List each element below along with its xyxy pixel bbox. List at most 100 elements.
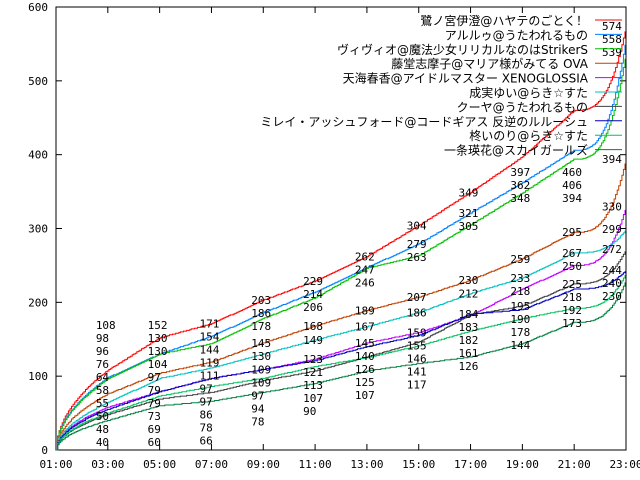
data-label: 78 bbox=[199, 422, 212, 435]
data-label: 558 bbox=[602, 33, 622, 46]
data-label: 189 bbox=[355, 305, 375, 318]
data-labels: 1089896766458555048401521301301049779797… bbox=[96, 20, 622, 449]
x-tick-label: 03:00 bbox=[91, 458, 124, 471]
data-label: 146 bbox=[407, 353, 427, 366]
data-label: 259 bbox=[510, 253, 530, 266]
data-label: 167 bbox=[355, 321, 375, 334]
data-label: 207 bbox=[407, 291, 427, 304]
data-label: 263 bbox=[407, 251, 427, 264]
legend-label: ミレイ・アッシュフォード@コードギアス 反逆のルルーシュ bbox=[260, 114, 588, 129]
data-label: 73 bbox=[148, 410, 161, 423]
data-label: 113 bbox=[303, 379, 323, 392]
x-tick-label: 07:00 bbox=[195, 458, 228, 471]
x-tick-label: 05:00 bbox=[143, 458, 176, 471]
y-tick-label: 0 bbox=[41, 444, 48, 457]
data-label: 97 bbox=[199, 383, 212, 396]
data-label: 295 bbox=[562, 226, 582, 239]
data-label: 107 bbox=[303, 392, 323, 405]
data-label: 230 bbox=[459, 274, 479, 287]
data-label: 195 bbox=[510, 300, 530, 313]
data-label: 98 bbox=[96, 332, 109, 345]
data-label: 203 bbox=[251, 294, 271, 307]
data-label: 126 bbox=[459, 360, 479, 373]
data-label: 144 bbox=[199, 344, 219, 357]
series-lines bbox=[56, 31, 626, 451]
data-label: 397 bbox=[510, 166, 530, 179]
data-label: 262 bbox=[355, 251, 375, 264]
data-label: 279 bbox=[407, 238, 427, 251]
x-tick-label: 17:00 bbox=[454, 458, 487, 471]
data-label: 230 bbox=[602, 290, 622, 303]
data-label: 141 bbox=[407, 366, 427, 379]
series-line bbox=[56, 163, 626, 451]
data-label: 130 bbox=[148, 332, 168, 345]
data-label: 86 bbox=[199, 409, 212, 422]
data-label: 272 bbox=[602, 243, 622, 256]
data-label: 78 bbox=[251, 416, 264, 429]
y-tick-label: 300 bbox=[28, 223, 48, 236]
series-line bbox=[56, 31, 626, 451]
data-label: 214 bbox=[303, 288, 323, 301]
data-label: 130 bbox=[148, 345, 168, 358]
data-label: 123 bbox=[303, 353, 323, 366]
series-line bbox=[56, 282, 626, 451]
legend-label: 成実ゆい@らき☆すた bbox=[469, 85, 588, 100]
x-tick-label: 21:00 bbox=[558, 458, 591, 471]
x-tick-label: 19:00 bbox=[506, 458, 539, 471]
data-label: 190 bbox=[510, 313, 530, 326]
data-label: 97 bbox=[148, 371, 161, 384]
data-label: 299 bbox=[602, 223, 622, 236]
data-label: 233 bbox=[510, 272, 530, 285]
data-label: 349 bbox=[459, 186, 479, 199]
x-tick-label: 11:00 bbox=[299, 458, 332, 471]
data-label: 178 bbox=[251, 320, 271, 333]
data-label: 97 bbox=[251, 390, 264, 403]
data-label: 145 bbox=[355, 337, 375, 350]
data-label: 206 bbox=[303, 301, 323, 314]
legend-label: 柊いのり@らき☆すた bbox=[469, 128, 588, 143]
data-label: 90 bbox=[303, 405, 316, 418]
y-tick-label: 200 bbox=[28, 296, 48, 309]
data-label: 348 bbox=[510, 192, 530, 205]
data-label: 117 bbox=[407, 379, 427, 392]
series-line bbox=[56, 251, 626, 451]
series-line bbox=[56, 230, 626, 451]
data-label: 304 bbox=[407, 220, 427, 233]
x-tick-label: 01:00 bbox=[39, 458, 72, 471]
x-tick-label: 09:00 bbox=[247, 458, 280, 471]
data-label: 183 bbox=[459, 321, 479, 334]
data-label: 109 bbox=[251, 377, 271, 390]
data-label: 130 bbox=[251, 350, 271, 363]
series-line bbox=[56, 271, 626, 451]
y-tick-label: 500 bbox=[28, 75, 48, 88]
data-label: 218 bbox=[510, 285, 530, 298]
data-label: 186 bbox=[407, 307, 427, 320]
data-label: 229 bbox=[303, 275, 323, 288]
data-label: 155 bbox=[407, 340, 427, 353]
data-label: 182 bbox=[459, 334, 479, 347]
data-label: 119 bbox=[199, 357, 219, 370]
legend-label: クーヤ@うたわれるもの bbox=[457, 100, 588, 114]
y-tick-label: 400 bbox=[28, 149, 48, 162]
data-label: 186 bbox=[251, 307, 271, 320]
data-label: 168 bbox=[303, 320, 323, 333]
data-label: 66 bbox=[199, 435, 212, 448]
data-label: 178 bbox=[510, 326, 530, 339]
data-label: 48 bbox=[96, 423, 109, 436]
data-label: 267 bbox=[562, 247, 582, 260]
series-line bbox=[56, 58, 626, 451]
data-label: 79 bbox=[148, 384, 161, 397]
data-label: 154 bbox=[199, 331, 219, 344]
data-label: 192 bbox=[562, 304, 582, 317]
data-label: 55 bbox=[96, 397, 109, 410]
legend: 鷺ノ宮伊澄@ハヤテのごとく！アルルゥ@うたわれるものヴィヴィオ@魔法少女リリカル… bbox=[260, 13, 622, 158]
data-label: 574 bbox=[602, 20, 622, 33]
data-label: 394 bbox=[602, 153, 622, 166]
legend-label: 藤堂志摩子@マリア様がみてる OVA bbox=[391, 56, 588, 71]
data-label: 108 bbox=[96, 319, 116, 332]
data-label: 240 bbox=[602, 277, 622, 290]
legend-label: 一条瑛花@スカイガールズ bbox=[444, 143, 588, 158]
series-line bbox=[56, 210, 626, 451]
data-label: 244 bbox=[602, 264, 622, 277]
